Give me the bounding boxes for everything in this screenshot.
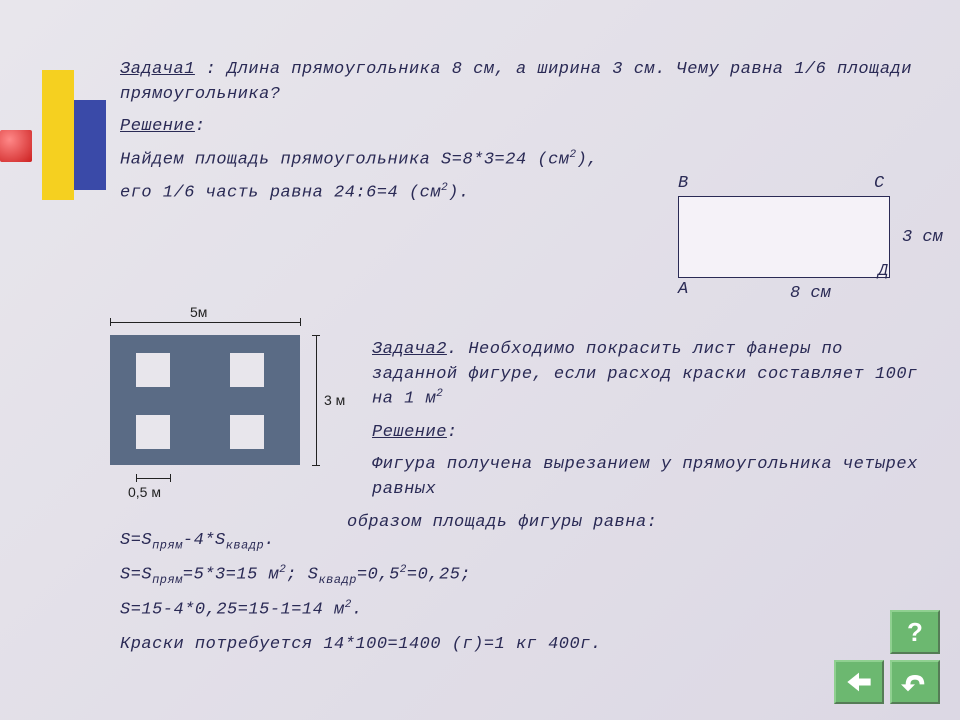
task1-statement: : Длина прямоугольника 8 см, а ширина 3 … bbox=[120, 60, 912, 104]
hole bbox=[230, 415, 264, 449]
task1-block: Задача1 : Длина прямоугольника 8 см, а ш… bbox=[120, 50, 940, 215]
task1-solution-label: Решение bbox=[120, 117, 195, 136]
home-button[interactable] bbox=[890, 660, 940, 704]
rect-width: 8 см bbox=[790, 284, 831, 303]
plywood-hole: 0,5 м bbox=[128, 484, 161, 500]
hole bbox=[136, 353, 170, 387]
vertex-C: С bbox=[874, 174, 884, 193]
task2-heading: Задача2 bbox=[372, 340, 447, 359]
prev-button[interactable] bbox=[834, 660, 884, 704]
dim-right bbox=[316, 335, 317, 465]
rect-height: 3 см bbox=[902, 228, 943, 247]
plywood-figure bbox=[110, 335, 300, 465]
task1-line2a: его 1/6 часть равна 24:6=4 (см bbox=[120, 184, 441, 203]
task1-line1b: ), bbox=[577, 151, 598, 170]
hole bbox=[230, 353, 264, 387]
task2-statement: . Необходимо покрасить лист фанеры по за… bbox=[372, 340, 918, 409]
plywood-width: 5м bbox=[190, 304, 207, 320]
calculations-block: S=Sпрям-4*Sквадр. S=Sпрям=5*3=15 м2; Sкв… bbox=[120, 520, 860, 665]
dim-hole bbox=[136, 478, 170, 479]
task2-line1: Фигура получена вырезанием у прямоугольн… bbox=[372, 455, 918, 499]
help-button[interactable]: ? bbox=[890, 610, 940, 654]
vertex-D: Д bbox=[878, 262, 888, 281]
decoration-red bbox=[0, 130, 32, 162]
sup-2: 2 bbox=[569, 149, 576, 161]
decoration-yellow bbox=[42, 70, 74, 200]
vertex-B: В bbox=[678, 174, 688, 193]
vertex-A: А bbox=[678, 280, 688, 299]
dim-top bbox=[110, 322, 300, 323]
rectangle-diagram bbox=[678, 196, 890, 278]
decoration-blue bbox=[74, 100, 106, 190]
plywood-height: 3 м bbox=[324, 392, 345, 408]
hole bbox=[136, 415, 170, 449]
task1-line1a: Найдем площадь прямоугольника S=8*3=24 (… bbox=[120, 151, 569, 170]
task2-solution-label: Решение bbox=[372, 423, 447, 442]
sup-2: 2 bbox=[436, 388, 443, 400]
task2-block: Задача2. Необходимо покрасить лист фанер… bbox=[372, 330, 932, 543]
task1-line2b: ). bbox=[448, 184, 469, 203]
task1-heading: Задача1 bbox=[120, 60, 195, 79]
